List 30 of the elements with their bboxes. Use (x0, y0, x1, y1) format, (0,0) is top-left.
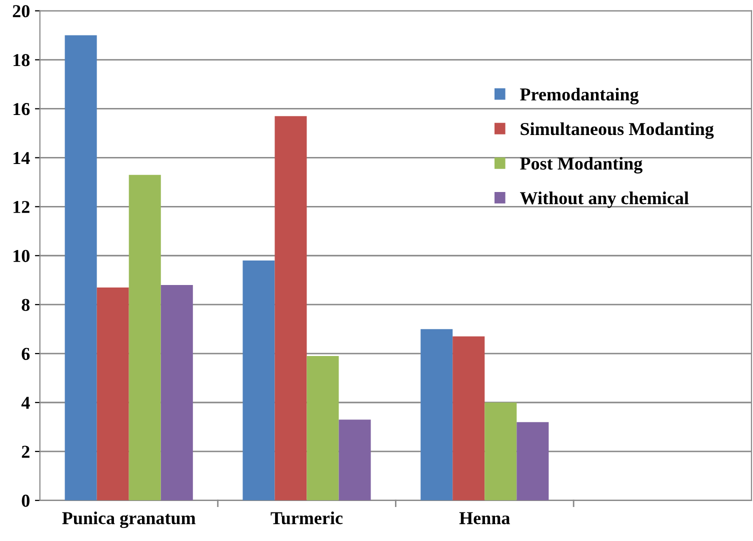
legend-label: Without any chemical (520, 192, 689, 208)
bar (274, 116, 307, 500)
y-tick-label: 8 (22, 298, 30, 312)
legend-label: Simultaneous Modanting (520, 122, 714, 139)
bar (64, 35, 97, 500)
y-tick-label: 12 (14, 200, 30, 213)
bar (242, 260, 275, 500)
bar (452, 336, 485, 500)
bar (338, 420, 371, 500)
y-tick-label: 4 (21, 396, 30, 409)
x-tick-label: Henna (459, 512, 510, 524)
bar (516, 422, 549, 500)
bar (306, 356, 339, 500)
y-tick-label: 20 (12, 5, 30, 18)
y-tick-label: 2 (22, 446, 30, 458)
bar (484, 402, 517, 500)
bar (420, 329, 453, 500)
legend-label: Post Modanting (520, 156, 642, 174)
legend-label: Premodantaing (520, 88, 639, 104)
y-tick-label: 14 (14, 152, 30, 164)
y-tick-label: 18 (14, 54, 30, 66)
y-tick-label: 16 (14, 103, 30, 116)
bar (128, 174, 161, 500)
y-tick-label: 10 (14, 250, 30, 262)
x-tick-label: Turmeric (270, 512, 343, 524)
y-tick-label: 6 (22, 348, 30, 360)
y-tick-label: 0 (22, 494, 30, 507)
bar (160, 285, 193, 500)
x-tick-label: Punica granatum (62, 512, 196, 528)
bar (96, 287, 129, 500)
